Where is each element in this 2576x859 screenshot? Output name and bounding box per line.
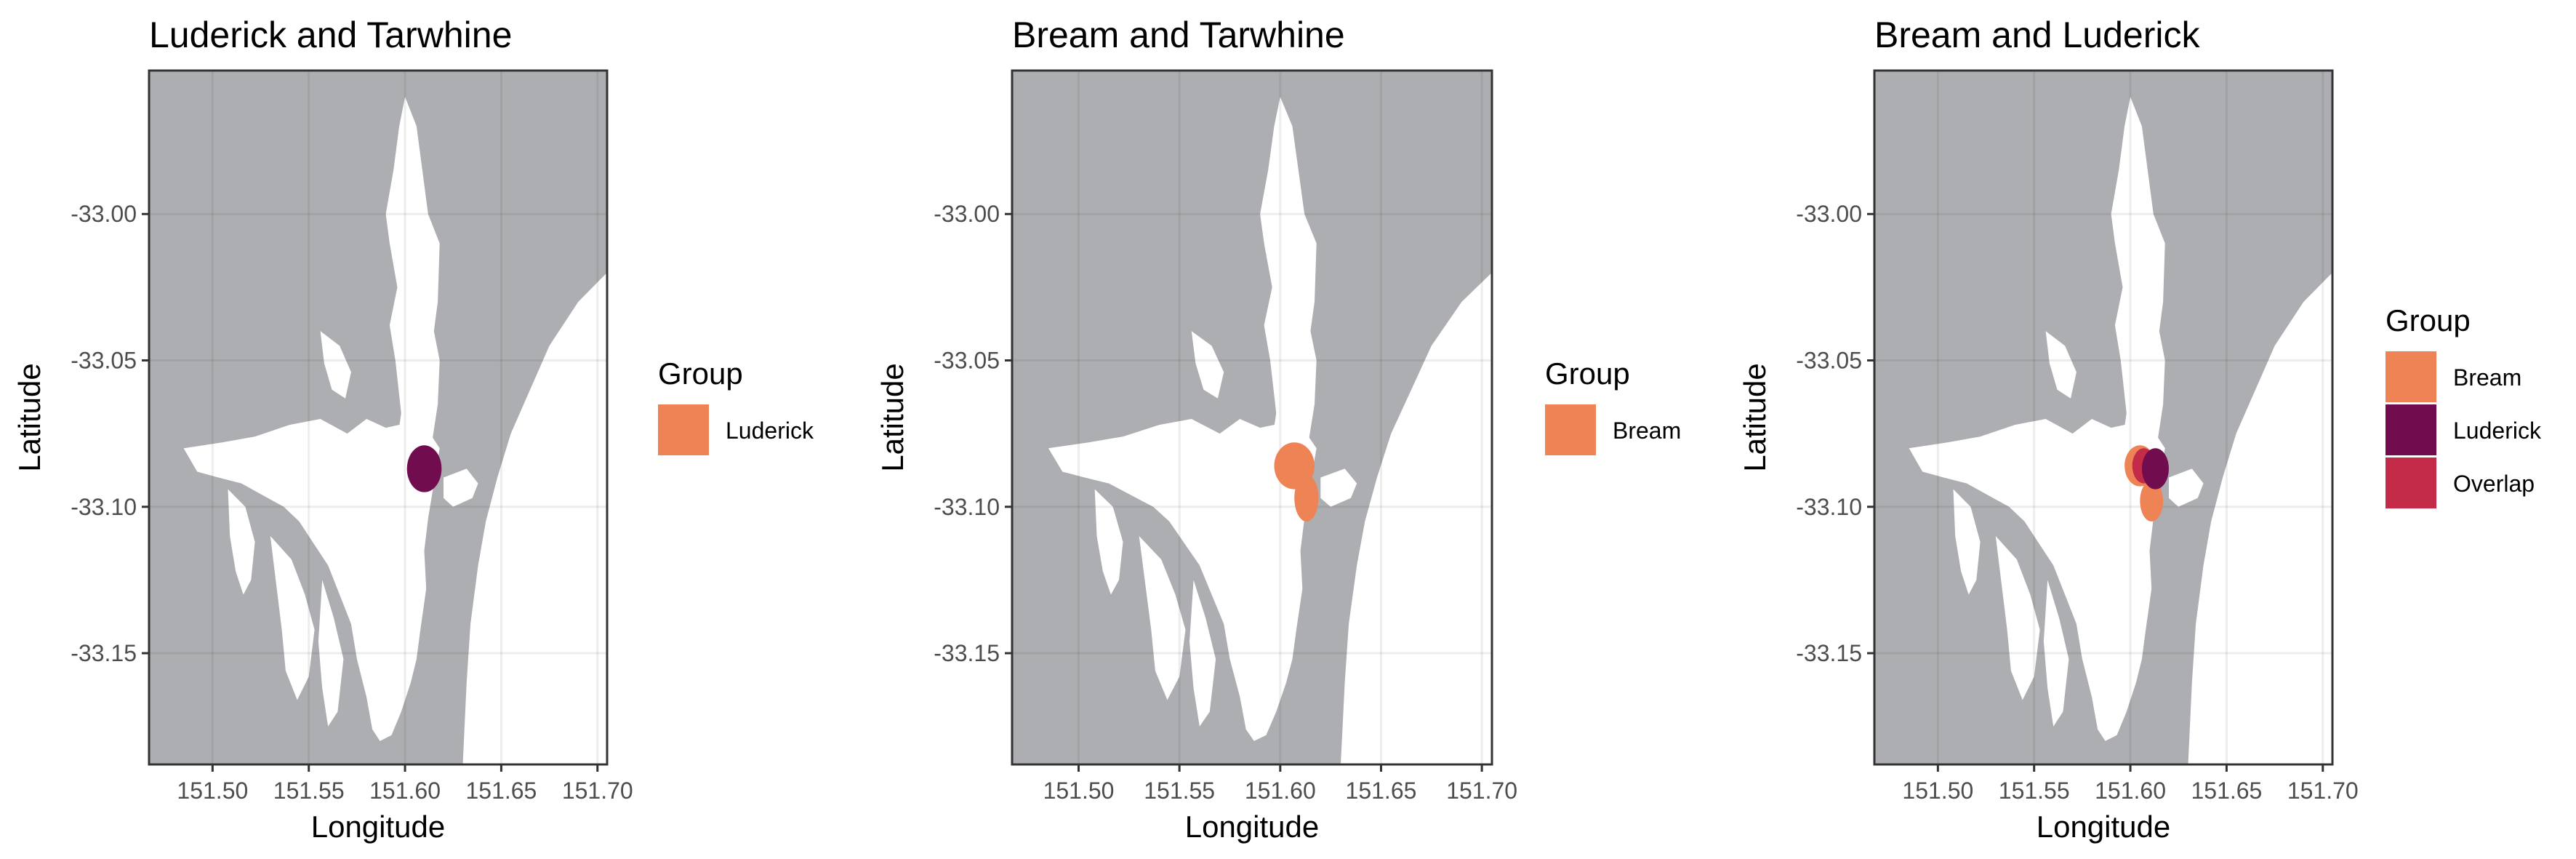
gridlines <box>1874 71 2332 764</box>
x-tick-label: 151.50 <box>1043 778 1115 804</box>
gridlines <box>149 71 607 764</box>
y-tick-label: -33.10 <box>1796 494 1862 520</box>
water-body <box>1909 419 2165 741</box>
x-tick-label: 151.60 <box>1245 778 1316 804</box>
x-tick-label: 151.70 <box>2287 778 2359 804</box>
y-tick-label: -33.05 <box>71 348 137 374</box>
y-tick-label: -33.10 <box>71 494 137 520</box>
water-body <box>320 331 351 399</box>
y-tick-label: -33.00 <box>934 201 1000 227</box>
water-body <box>1048 419 1317 741</box>
legend-key-bream <box>1545 404 1596 455</box>
y-tick-label: -33.15 <box>71 640 137 666</box>
water-body <box>228 489 255 595</box>
water-body <box>1953 489 1981 595</box>
x-tick-label: 151.60 <box>369 778 441 804</box>
y-tick-label: -33.05 <box>1796 348 1862 374</box>
legend-label: Bream <box>2453 364 2521 391</box>
water-body <box>1191 331 1224 399</box>
legend-label: Bream <box>1613 417 1681 444</box>
x-axis-title: Longitude <box>1185 810 1320 844</box>
y-tick-label: -33.00 <box>71 201 137 227</box>
legend-label: Luderick <box>2453 417 2542 444</box>
x-tick-label: 151.65 <box>465 778 537 804</box>
gridlines <box>1012 71 1492 764</box>
basemap <box>149 71 607 764</box>
y-axis-title: Latitude <box>12 363 47 471</box>
map-panel: Luderick and Tarwhine 151.50 151.55 151.60 1… <box>12 15 814 844</box>
x-axis-title: Longitude <box>2037 810 2171 844</box>
panel-title: Bream and Luderick <box>1874 15 2200 55</box>
legend-key-luderick <box>658 404 709 455</box>
water-body <box>1094 489 1123 595</box>
region-bream <box>1294 474 1319 522</box>
panel-title: Bream and Tarwhine <box>1012 15 1345 55</box>
region-luderick <box>406 445 442 492</box>
water-body <box>2045 331 2077 399</box>
y-tick-label: -33.15 <box>934 640 1000 666</box>
x-tick-label: 151.70 <box>1446 778 1517 804</box>
water-body <box>270 536 315 700</box>
y-tick-label: -33.10 <box>934 494 1000 520</box>
x-tick-label: 151.65 <box>2191 778 2262 804</box>
map-panel: Bream and Tarwhine 151.50 151.55 151.60 151.… <box>875 15 1681 844</box>
x-tick-label: 151.55 <box>1144 778 1215 804</box>
map-panel: Bream and Luderick 151.50 151.55 151.60 151.… <box>1738 15 2542 844</box>
x-tick-label: 151.50 <box>177 778 248 804</box>
y-tick-label: -33.00 <box>1796 201 1862 227</box>
y-axis-title: Latitude <box>875 363 910 471</box>
legend-key-bream <box>2386 351 2436 402</box>
legend-title: Group <box>1545 356 1630 391</box>
y-tick-label: -33.05 <box>934 348 1000 374</box>
panels-root: Luderick and Tarwhine 151.50 151.55 151.60 1… <box>12 15 2542 844</box>
region-bream <box>2140 480 2164 522</box>
water-body <box>385 97 440 492</box>
x-tick-label: 151.60 <box>2095 778 2166 804</box>
legend-title: Group <box>2386 303 2471 337</box>
legend: Group Bream Luderick Overlap <box>2386 303 2542 508</box>
water-body <box>1341 272 1492 764</box>
y-axis-title: Latitude <box>1738 363 1772 471</box>
water-body <box>2111 97 2165 492</box>
x-tick-label: 151.55 <box>1999 778 2070 804</box>
x-tick-label: 151.50 <box>1902 778 1973 804</box>
panel-frame <box>1873 69 2334 766</box>
x-tick-label: 151.65 <box>1346 778 1417 804</box>
panel-frame <box>148 69 609 766</box>
panel-title: Luderick and Tarwhine <box>149 15 512 55</box>
water-body <box>462 272 607 764</box>
legend-key-overlap <box>2386 458 2436 508</box>
legend: Group Luderick <box>658 356 814 455</box>
water-body <box>1995 536 2040 700</box>
water-body <box>2169 468 2204 507</box>
water-body <box>183 419 440 741</box>
legend-key-luderick <box>2386 404 2436 455</box>
y-tick-label: -33.15 <box>1796 640 1862 666</box>
x-tick-label: 151.70 <box>562 778 633 804</box>
legend-label: Overlap <box>2453 471 2535 497</box>
basemap <box>1874 71 2332 764</box>
basemap <box>1012 71 1492 764</box>
legend-label: Luderick <box>726 417 814 444</box>
legend-title: Group <box>658 356 743 391</box>
water-body <box>2188 272 2332 764</box>
x-tick-label: 151.55 <box>273 778 345 804</box>
legend: Group Bream <box>1545 356 1681 455</box>
panel-frame <box>1011 69 1493 766</box>
region-luderick <box>2141 448 2170 490</box>
water-body <box>444 468 478 507</box>
x-axis-title: Longitude <box>311 810 446 844</box>
water-body <box>1260 97 1317 492</box>
water-body <box>1320 468 1357 507</box>
water-body <box>1139 536 1186 700</box>
